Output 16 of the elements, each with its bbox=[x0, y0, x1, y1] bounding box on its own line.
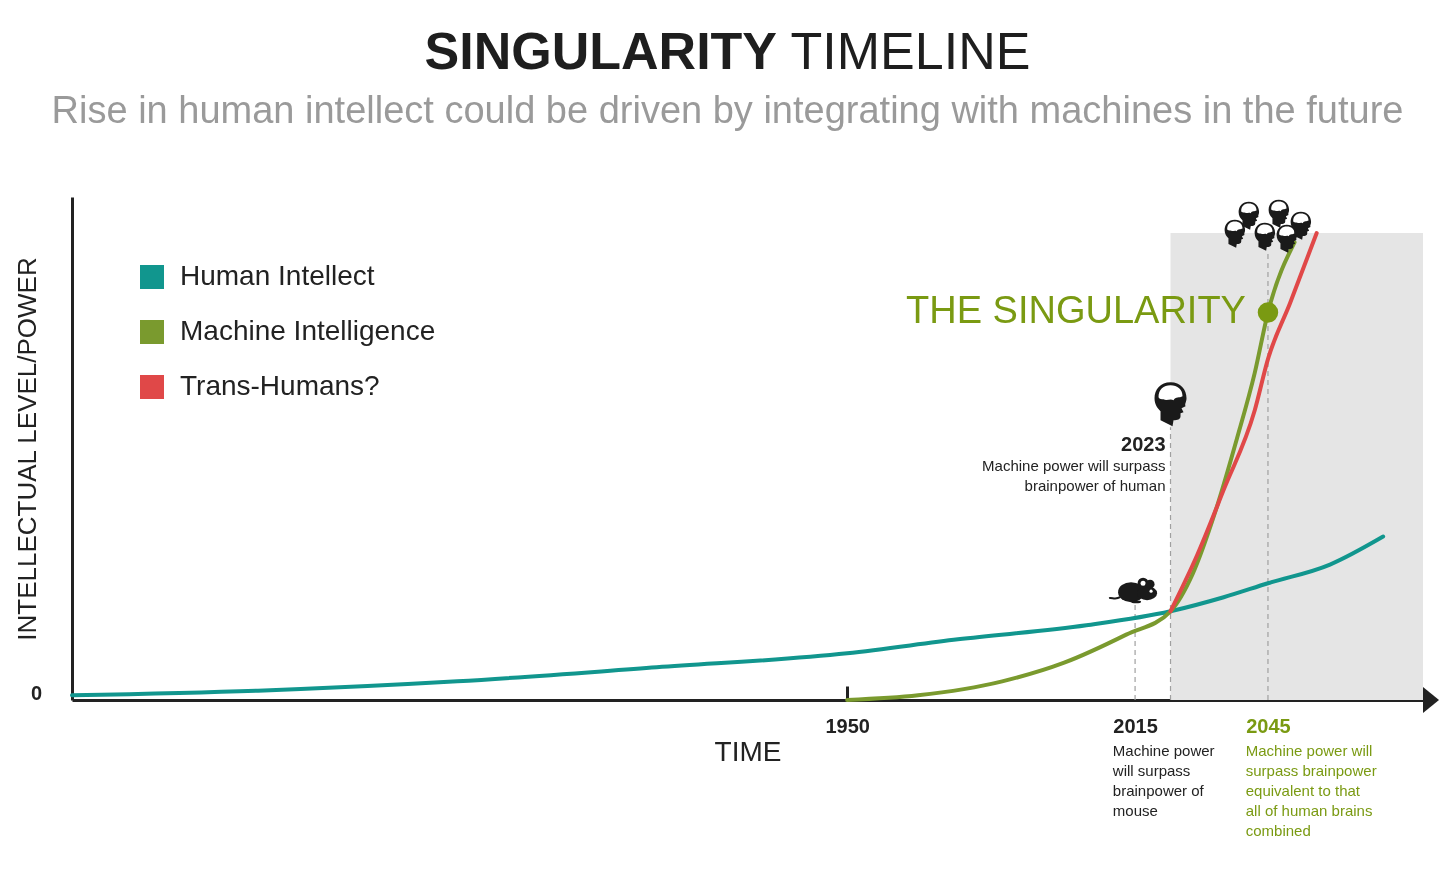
text: Machine power will surpass brainpower equivalent to that all of human brains combined bbox=[1245, 742, 1377, 839]
annotation: Machine power will surpass brainpower of human bbox=[982, 457, 1166, 495]
x-axis-title: TIME bbox=[714, 735, 782, 767]
x-tick-label: 2045 bbox=[1246, 714, 1291, 737]
legend-label: Human Intellect bbox=[180, 260, 375, 291]
text: Machine power will surpass brainpower of mouse bbox=[1111, 742, 1215, 819]
x-tick-label: 1950 bbox=[825, 714, 870, 737]
chart-subtitle: Rise in human intellect could be driven by integrating with machines in the future bbox=[50, 88, 1405, 132]
chart-title: SINGULARITY TIMELINE bbox=[423, 21, 1032, 82]
y-axis-title: INTELLECTUAL LEVEL/POWER bbox=[11, 257, 42, 641]
legend-label: Trans-Humans? bbox=[180, 370, 380, 401]
legend-label: Machine Intelligence bbox=[180, 315, 436, 346]
ref-line-label: 2023 bbox=[1121, 433, 1166, 456]
x-tick-label: 2015 bbox=[1113, 714, 1158, 737]
text: 0 bbox=[30, 682, 42, 704]
annotation: THE SINGULARITY bbox=[906, 289, 1246, 332]
